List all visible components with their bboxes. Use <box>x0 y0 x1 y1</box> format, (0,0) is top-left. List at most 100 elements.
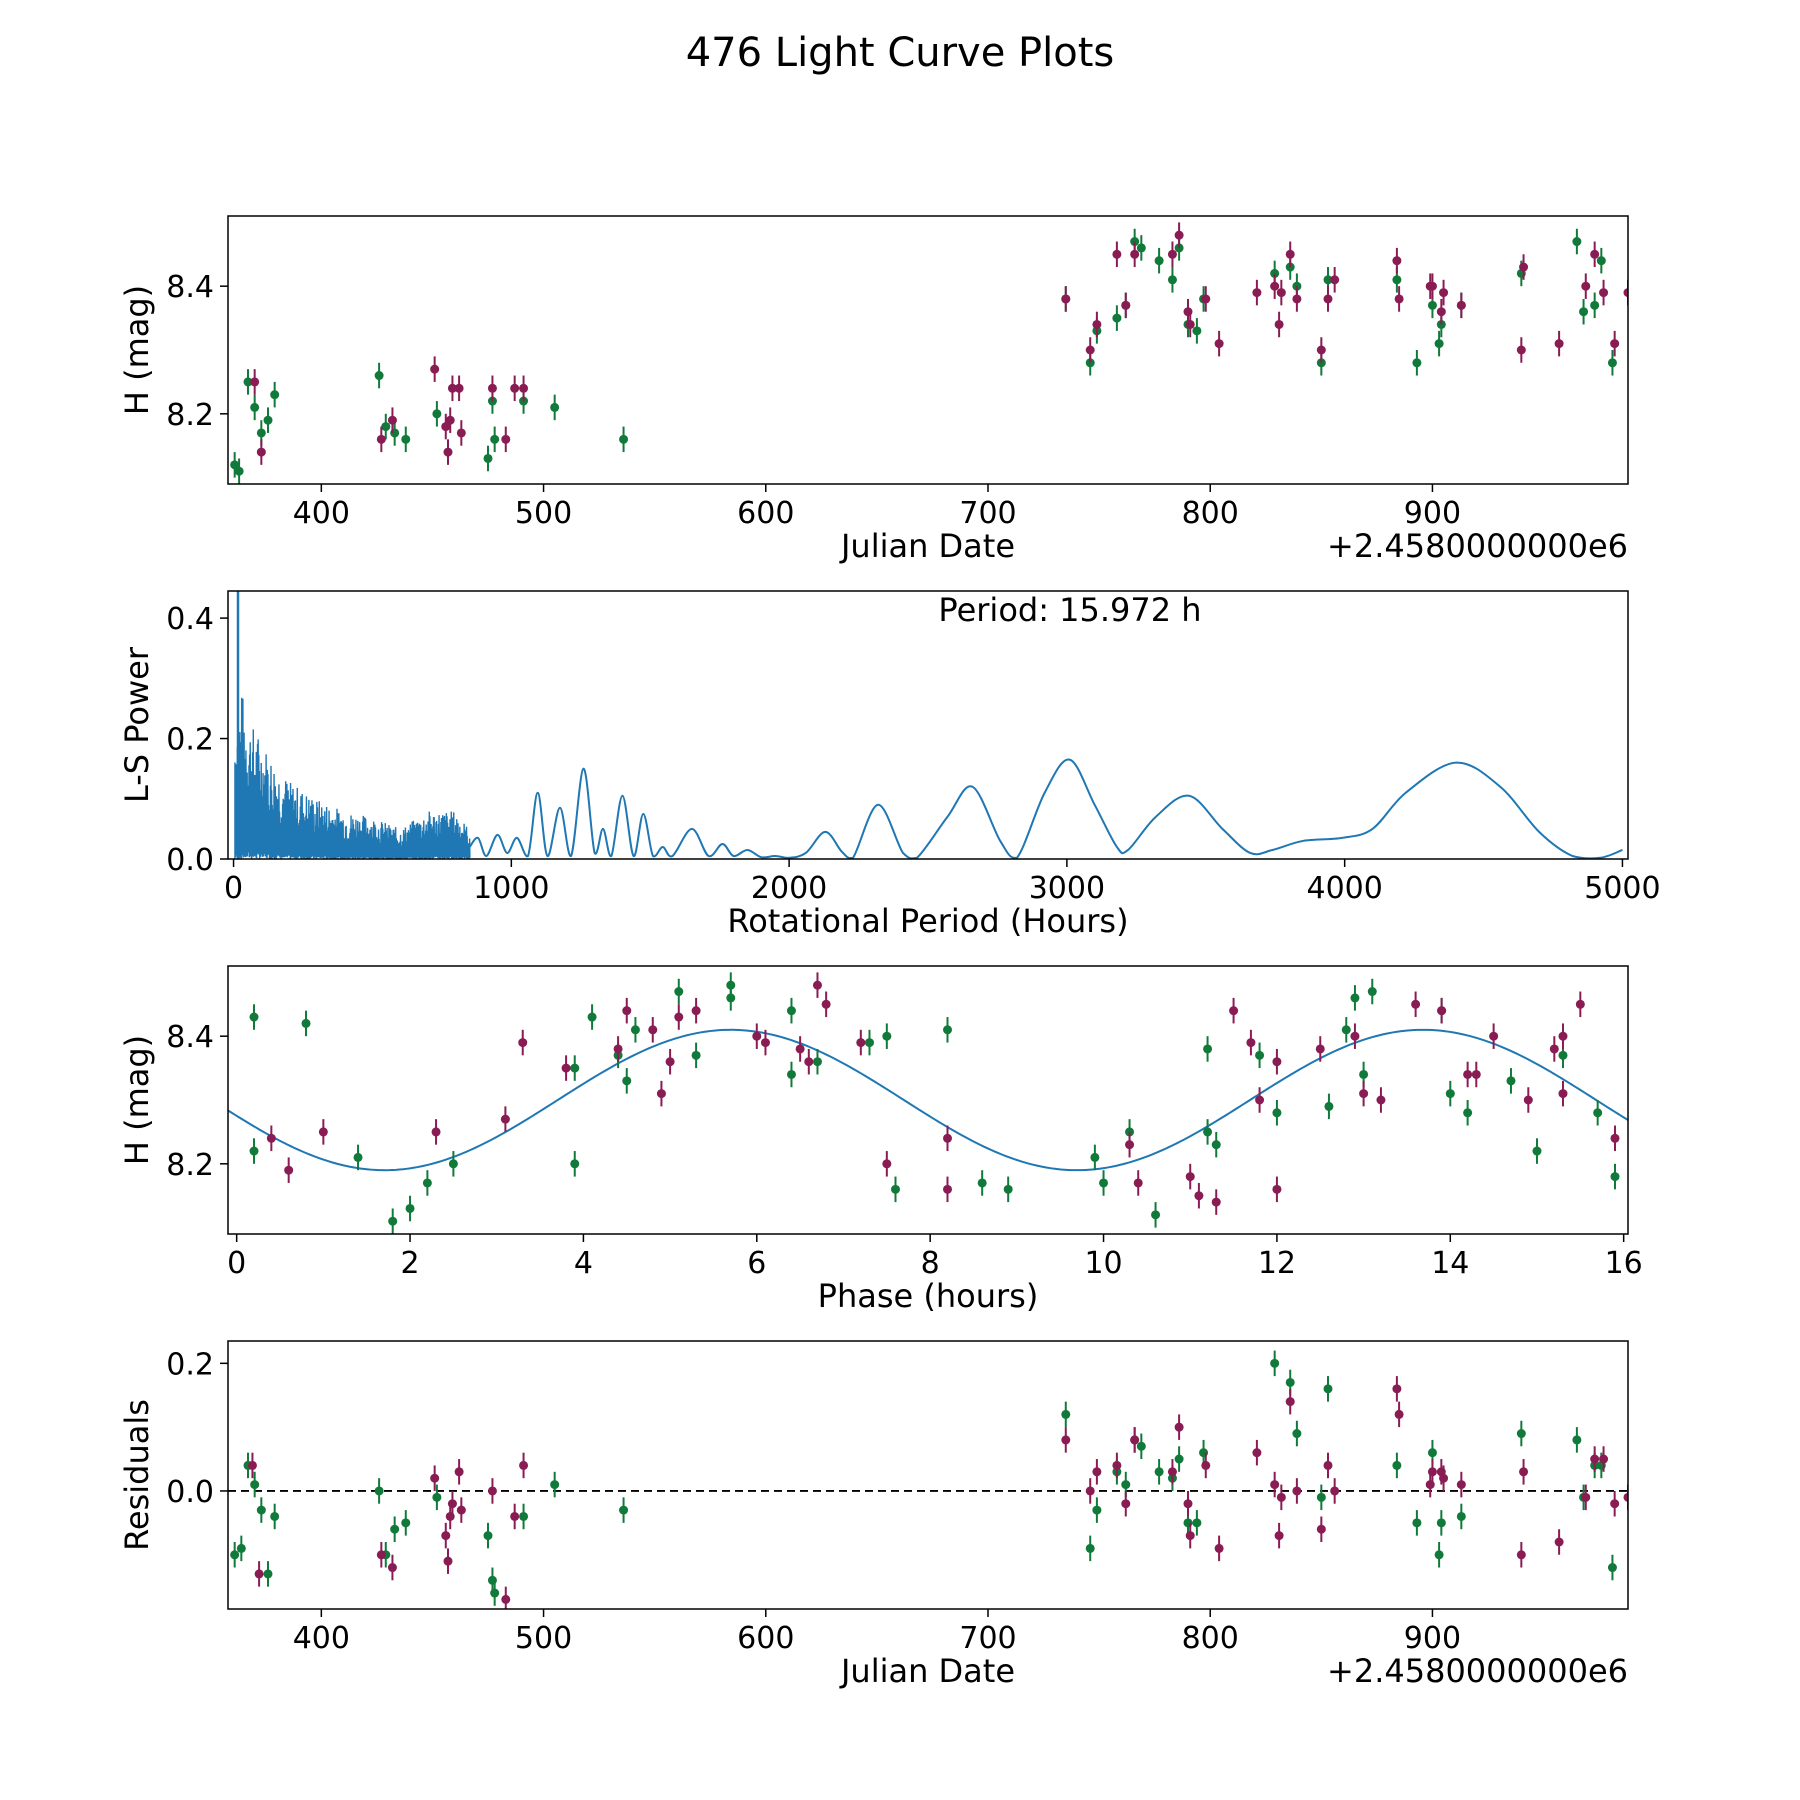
lightcurve-series-purple <box>250 222 1628 465</box>
phased-point <box>943 1184 953 1194</box>
residuals-point <box>1112 1460 1122 1470</box>
phased-point <box>1133 1178 1143 1188</box>
lightcurve-point <box>1581 281 1591 291</box>
phased-point <box>587 1012 597 1022</box>
phased-xtick-label: 2 <box>400 1246 419 1281</box>
lightcurve-point <box>1323 275 1333 285</box>
residuals-point <box>1136 1441 1146 1451</box>
phased-point <box>821 999 831 1009</box>
lightcurve-xtick-label: 800 <box>1182 496 1239 531</box>
lightcurve-point <box>432 409 442 419</box>
phased-point <box>249 1012 259 1022</box>
phased-point <box>518 1038 528 1048</box>
residuals-point <box>1276 1492 1286 1502</box>
periodogram-noise-line <box>234 697 471 859</box>
phased-point <box>1255 1095 1265 1105</box>
lightcurve-point <box>1276 288 1286 298</box>
lightcurve-point <box>1554 339 1564 349</box>
periodogram-xtick-label: 3000 <box>1029 871 1105 906</box>
residuals-point <box>1323 1460 1333 1470</box>
residuals-point <box>1434 1550 1444 1560</box>
phased-point <box>1090 1152 1100 1162</box>
periodogram-xlabel: Rotational Period (Hours) <box>727 902 1128 940</box>
lightcurve-point <box>1434 339 1444 349</box>
phased-point <box>622 1006 632 1016</box>
phased-point <box>1315 1044 1325 1054</box>
periodogram-frame <box>227 590 1629 860</box>
residuals-point <box>1316 1492 1326 1502</box>
phased-point <box>1523 1095 1533 1105</box>
lightcurve-point <box>1579 307 1589 317</box>
phased-point <box>760 1038 770 1048</box>
phased-point <box>1203 1044 1213 1054</box>
phased-point <box>1125 1140 1135 1150</box>
residuals-point <box>619 1505 629 1515</box>
lightcurve-point <box>1427 300 1437 310</box>
phased-point <box>1367 987 1377 997</box>
residuals-xtick-label: 600 <box>737 1621 794 1656</box>
phased-point <box>1211 1197 1221 1207</box>
phased-point <box>1272 1184 1282 1194</box>
phased-point <box>1376 1095 1386 1105</box>
residuals-xtick-label: 800 <box>1182 1621 1239 1656</box>
residuals-point <box>1519 1467 1529 1477</box>
phased-xlabel: Phase (hours) <box>818 1277 1039 1315</box>
lightcurve-point <box>1596 256 1606 266</box>
residuals-point <box>1121 1480 1131 1490</box>
phased-point <box>691 1006 701 1016</box>
residuals-point <box>1214 1543 1224 1553</box>
lightcurve-point <box>1316 345 1326 355</box>
residuals-point <box>263 1569 273 1579</box>
phased-point <box>1272 1057 1282 1067</box>
lightcurve-point <box>1061 294 1071 304</box>
residuals-point <box>1623 1492 1628 1502</box>
lightcurve-point <box>1412 358 1422 368</box>
phased-frame <box>227 965 1629 1235</box>
residuals-point <box>487 1486 497 1496</box>
residuals-point <box>1274 1531 1284 1541</box>
residuals-point <box>1607 1563 1617 1573</box>
lightcurve-point <box>487 383 497 393</box>
phased-point <box>674 987 684 997</box>
phased-xtick-label: 0 <box>227 1246 246 1281</box>
lightcurve-point <box>1323 294 1333 304</box>
residuals-point <box>432 1492 442 1502</box>
phased-point <box>1463 1108 1473 1118</box>
residuals-xlabel: Julian Date <box>839 1652 1015 1690</box>
phased-point <box>1359 1069 1369 1079</box>
residuals-point <box>1174 1422 1184 1432</box>
phased-point <box>301 1018 311 1028</box>
residuals-point <box>1185 1531 1195 1541</box>
residuals-point <box>390 1524 400 1534</box>
phased-point <box>318 1127 328 1137</box>
phased-point <box>622 1076 632 1086</box>
lightcurve-point <box>1607 358 1617 368</box>
residuals-point <box>1436 1518 1446 1528</box>
residuals-ylabel: Residuals <box>118 1399 156 1551</box>
residuals-point <box>1192 1518 1202 1528</box>
lightcurve-point <box>1623 288 1628 298</box>
residuals-point <box>270 1511 280 1521</box>
phased-point <box>431 1127 441 1137</box>
lightcurve-point <box>1292 294 1302 304</box>
phased-point <box>864 1038 874 1048</box>
phased-point <box>1003 1184 1013 1194</box>
lightcurve-point <box>1599 288 1609 298</box>
residuals-point <box>490 1588 500 1598</box>
residuals-point <box>387 1563 397 1573</box>
residuals-point <box>1439 1473 1449 1483</box>
lightcurve-point <box>443 447 453 457</box>
residuals-point <box>454 1467 464 1477</box>
phased-point <box>1610 1133 1620 1143</box>
phased-point <box>1203 1127 1213 1137</box>
phased-point <box>726 980 736 990</box>
lightcurve-point <box>445 415 455 425</box>
phased-xtick-label: 12 <box>1258 1246 1296 1281</box>
phased-point <box>422 1178 432 1188</box>
phased-point <box>882 1159 892 1169</box>
phased-point <box>1151 1210 1161 1220</box>
phased-point <box>786 1069 796 1079</box>
